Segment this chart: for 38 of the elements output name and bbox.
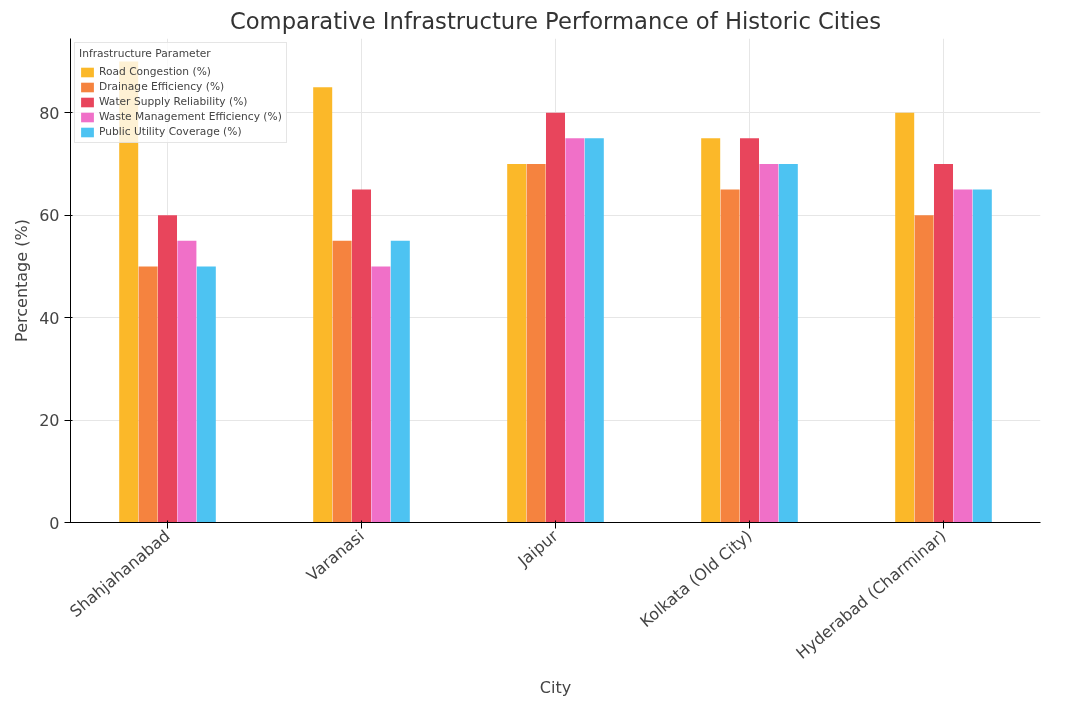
bar [196, 266, 216, 523]
bar [157, 215, 178, 523]
x-axis-title: City [539, 678, 572, 698]
legend-label: Public Utility Coverage (%) [99, 125, 242, 138]
bar [701, 138, 721, 523]
y-tick-label: 20 [39, 411, 60, 431]
bar [739, 138, 760, 523]
bar [177, 240, 197, 523]
y-tick-label: 60 [39, 206, 60, 226]
bar [371, 266, 391, 523]
legend-label: Drainage Efficiency (%) [99, 80, 225, 93]
bar [778, 163, 798, 523]
bar [313, 87, 333, 523]
bar [565, 138, 585, 523]
bar [759, 163, 779, 523]
y-axis-title: Percentage (%) [12, 219, 32, 342]
bar [953, 189, 973, 523]
chart-title: Comparative Infrastructure Performance of Historic Cities [229, 7, 882, 34]
bar [390, 240, 410, 523]
legend-label: Road Congestion (%) [99, 65, 211, 78]
bar [526, 163, 546, 523]
bar [138, 266, 158, 523]
legend-label: Water Supply Reliability (%) [99, 95, 248, 108]
bar [584, 138, 604, 523]
bar [972, 189, 992, 523]
y-tick-label: 40 [39, 308, 60, 328]
bar [351, 189, 372, 523]
bar [545, 112, 566, 523]
bar [332, 240, 352, 523]
y-tick-label: 0 [49, 513, 60, 533]
bar [507, 163, 527, 523]
legend-title: Infrastructure Parameter [79, 47, 212, 60]
legend-label: Waste Management Efficiency (%) [99, 110, 282, 123]
bar [895, 112, 915, 523]
bar [720, 189, 740, 523]
bar [933, 163, 954, 523]
y-tick-label: 80 [39, 103, 60, 123]
bar [914, 215, 934, 523]
